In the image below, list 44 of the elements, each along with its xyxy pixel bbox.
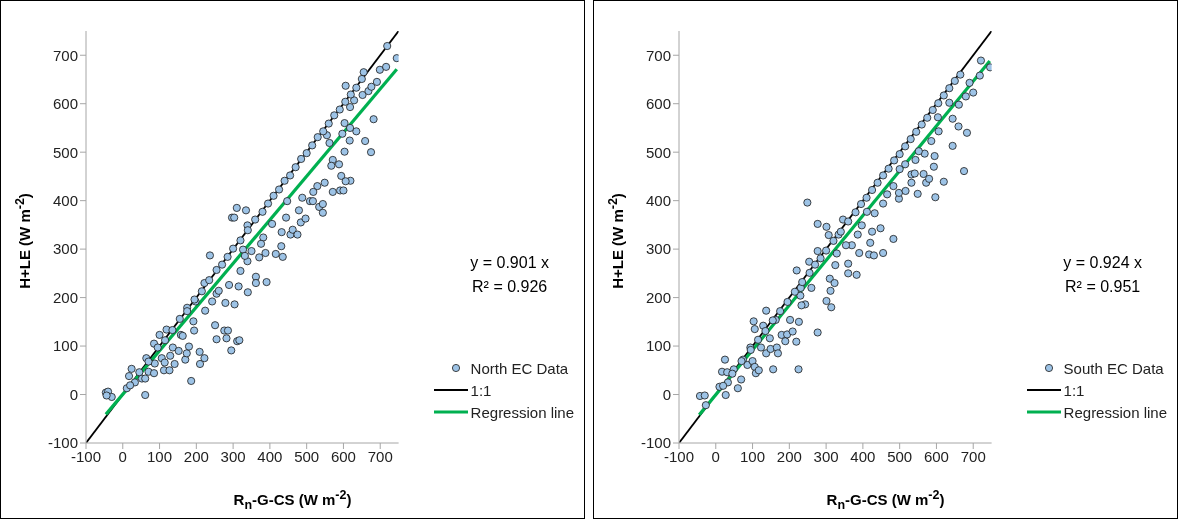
- x-tick-label: 0: [711, 447, 720, 465]
- text: y = 0.901 x: [470, 253, 549, 273]
- y-tick-label: 0: [662, 385, 671, 403]
- x-tick-label: 100: [740, 447, 766, 465]
- x-tick-label: 300: [813, 447, 839, 465]
- y-tick-label: 200: [645, 288, 671, 306]
- legend-label: South EC Data: [1063, 359, 1164, 377]
- y-tick-label: 200: [52, 288, 78, 306]
- legend-label: 1:1: [470, 381, 492, 399]
- y-tick-label: 300: [52, 240, 78, 258]
- text: R² = 0.951: [1064, 277, 1142, 297]
- x-tick-label: 300: [220, 447, 246, 465]
- x-tick-label: 200: [183, 447, 209, 465]
- x-tick-label: 600: [923, 447, 949, 465]
- y-tick-label: 400: [52, 191, 78, 209]
- y-tick-label: 700: [52, 46, 78, 64]
- x-tick-label: 700: [960, 447, 986, 465]
- y-tick-label: 600: [52, 95, 78, 113]
- x-tick-label: 500: [887, 447, 913, 465]
- x-tick-label: 100: [147, 447, 173, 465]
- y-tick-label: 100: [52, 337, 78, 355]
- legend-label: Regression line: [470, 403, 574, 421]
- x-axis-title: R$_{n}$-G-CS (W m$^{-2}$): [825, 488, 946, 512]
- x-tick-label: 400: [257, 447, 283, 465]
- x-tick-label: 700: [367, 447, 393, 465]
- x-tick-label: 200: [776, 447, 802, 465]
- x-tick-label: 600: [330, 447, 356, 465]
- y-tick-label: 700: [645, 46, 671, 64]
- y-tick-label: 600: [645, 95, 671, 113]
- x-tick-label: 0: [118, 447, 127, 465]
- legend-label: Regression line: [1063, 403, 1167, 421]
- x-axis-title: R$_{n}$-G-CS (W m$^{-2}$): [232, 488, 353, 512]
- y-tick-label: 400: [645, 191, 671, 209]
- x-tick-label: 400: [850, 447, 876, 465]
- text: R² = 0.926: [471, 277, 549, 297]
- legend-label: North EC Data: [470, 359, 569, 377]
- legend-label: 1:1: [1063, 381, 1085, 399]
- y-tick-label: 0: [69, 385, 78, 403]
- x-tick-label: 500: [294, 447, 320, 465]
- y-tick-label: 500: [52, 143, 78, 161]
- y-tick-label: 300: [645, 240, 671, 258]
- text: y = 0.924 x: [1063, 253, 1142, 273]
- y-tick-label: 100: [645, 337, 671, 355]
- y-tick-label: 500: [645, 143, 671, 161]
